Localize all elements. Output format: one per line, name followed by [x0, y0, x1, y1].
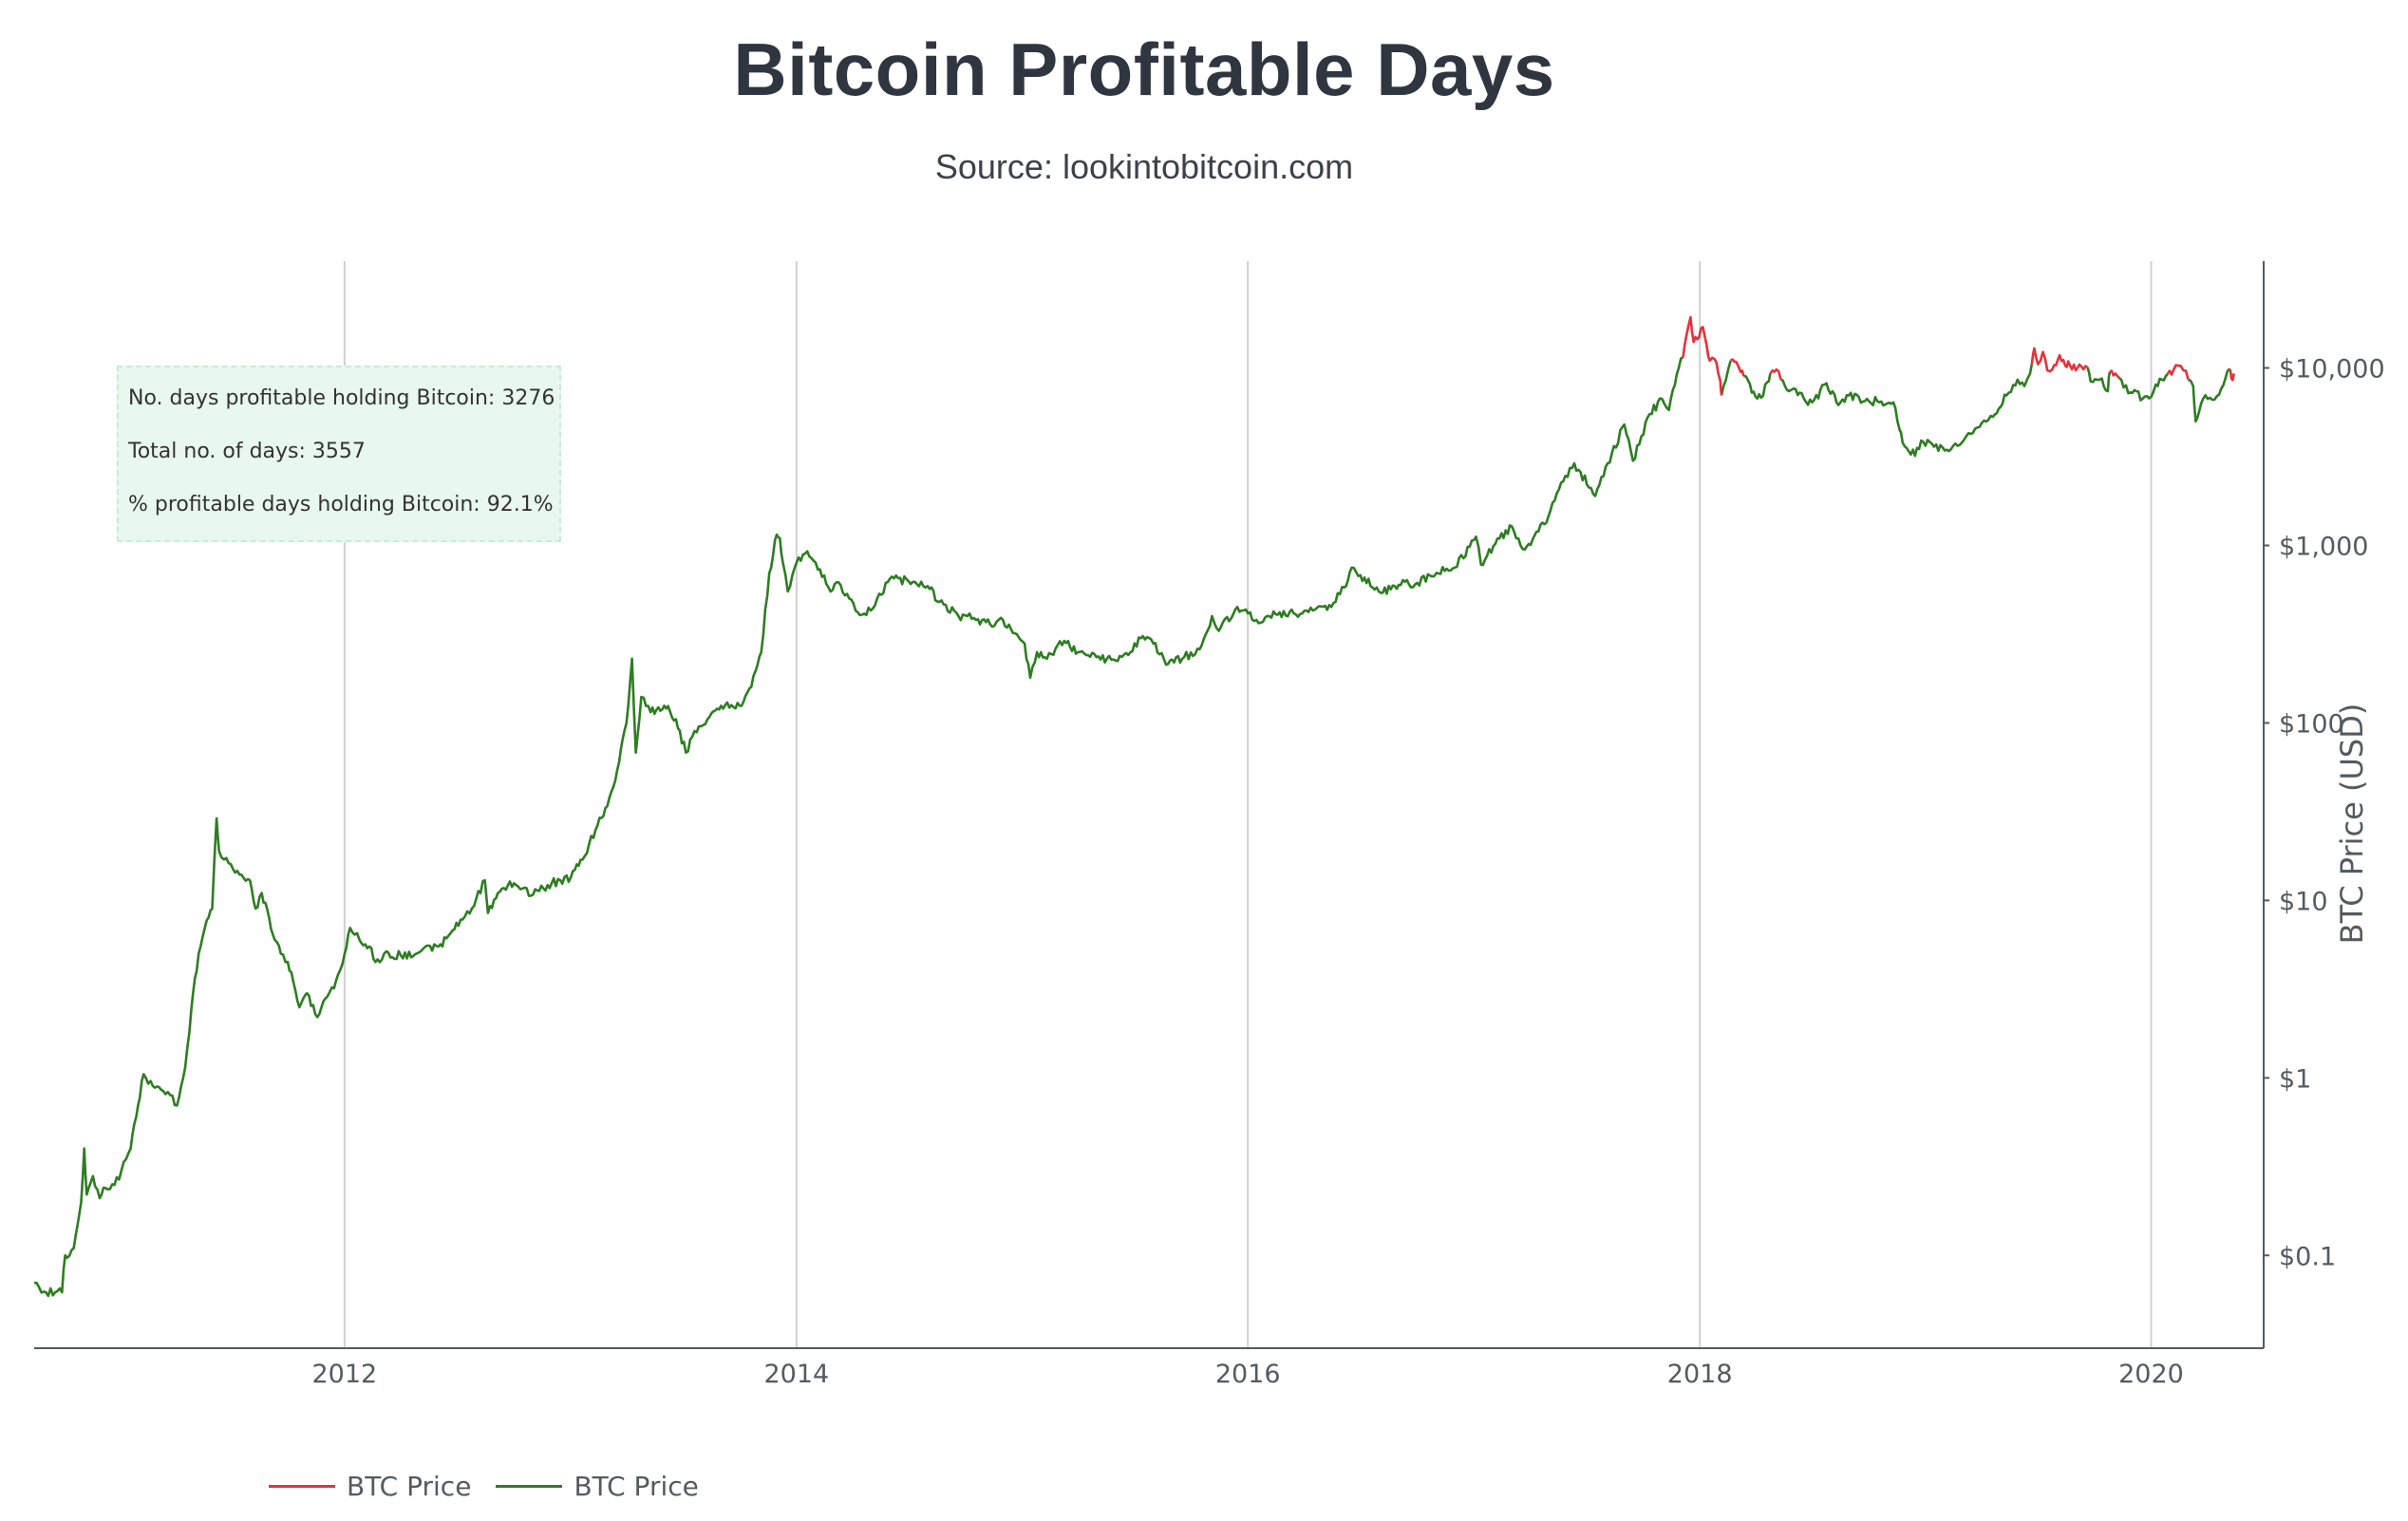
x-tick-label-2016: 2016	[1215, 1360, 1281, 1389]
chart-title: Bitcoin Profitable Days	[733, 28, 1555, 111]
btc-price-line-unprofitable-segment	[2228, 368, 2235, 382]
price-lines	[34, 315, 2235, 1298]
axes	[34, 261, 2269, 1349]
stats-profitable-percent: % profitable days holding Bitcoin: 92.1%	[128, 493, 554, 516]
btc-price-line-profitable-segment	[1743, 373, 1772, 401]
btc-price-line-profitable-segment	[2187, 367, 2231, 423]
btc-price-line-profitable-segment	[2117, 372, 2170, 402]
y-tick-label: $100	[2279, 709, 2344, 739]
legend-swatch-green	[496, 1484, 563, 1488]
btc-price-line-unprofitable-segment	[2167, 364, 2190, 381]
x-tick-label-2012: 2012	[312, 1360, 378, 1389]
legend-label-profitable: BTC Price	[574, 1470, 699, 1502]
legend-item-profitable[interactable]: BTC Price	[496, 1470, 699, 1502]
stats-box: No. days profitable holding Bitcoin: 327…	[117, 366, 561, 542]
y-tick-label: $1	[2279, 1064, 2311, 1094]
y-tick-label: $10	[2279, 887, 2328, 916]
btc-price-line-unprofitable-segment	[1682, 315, 1723, 396]
x-tick-label-2018: 2018	[1667, 1360, 1733, 1389]
y-axis-title: BTC Price (USD)	[2334, 704, 2370, 945]
y-tick-label: $10,000	[2279, 355, 2385, 385]
legend: BTC Price BTC Price	[269, 1467, 724, 1505]
btc-price-line-profitable-segment	[1720, 360, 1732, 396]
btc-price-line-unprofitable-segment	[2030, 347, 2089, 373]
tick-labels: 2012 2014 2016 2018 2020 $0.1 $1 $10 $100 $1,000 $…	[312, 355, 2385, 1389]
legend-item-unprofitable[interactable]: BTC Price	[269, 1471, 471, 1502]
stats-profitable-days: No. days profitable holding Bitcoin: 327…	[128, 386, 555, 410]
y-tick-label: $0.1	[2279, 1242, 2336, 1271]
btc-price-line-unprofitable-segment	[2109, 369, 2120, 379]
x-tick-label-2014: 2014	[763, 1360, 829, 1389]
btc-price-line-unprofitable-segment	[1730, 358, 1745, 377]
btc-price-line-unprofitable-segment	[1769, 367, 1782, 381]
btc-price-line-profitable-segment	[2086, 366, 2112, 393]
legend-swatch-red	[269, 1484, 335, 1488]
btc-price-line-profitable	[34, 356, 1684, 1298]
legend-label-unprofitable: BTC Price	[347, 1470, 472, 1502]
stats-total-days: Total no. of days: 3557	[128, 440, 366, 463]
btc-price-line-profitable-segment	[1779, 364, 2034, 458]
gridlines	[343, 261, 2153, 1348]
y-tick-label: $1,000	[2279, 532, 2368, 561]
x-tick-label-2020: 2020	[2118, 1360, 2184, 1389]
chart-subtitle: Source: lookintobitcoin.com	[934, 147, 1354, 186]
